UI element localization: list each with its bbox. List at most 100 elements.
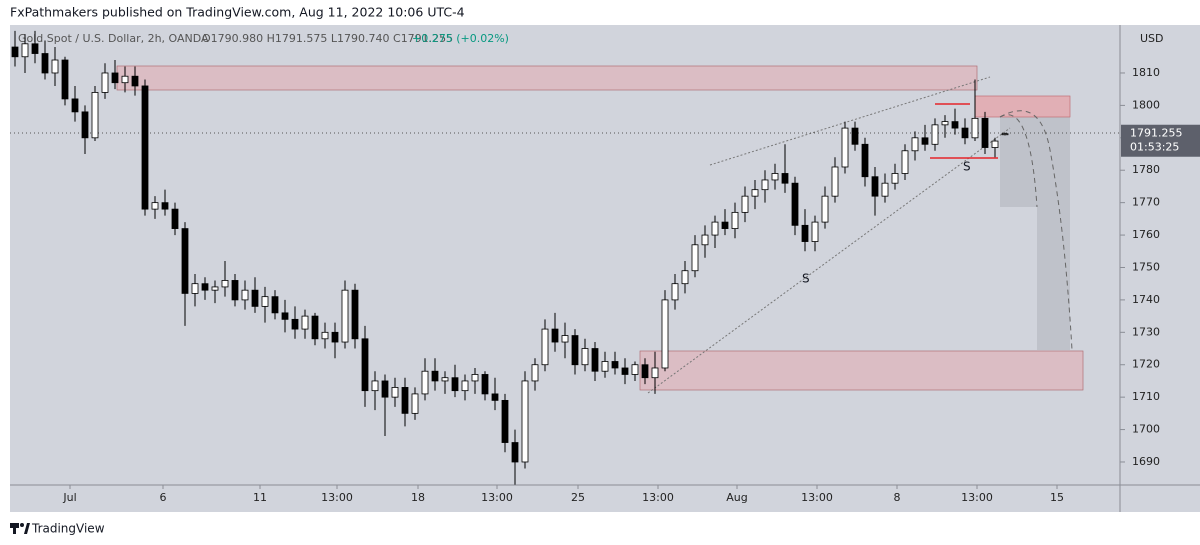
candle-body	[431, 370, 439, 382]
x-tick-label: 13:00	[961, 491, 993, 504]
projection-path	[999, 110, 1073, 351]
candle-body	[621, 367, 629, 375]
plot-area	[10, 25, 1120, 485]
candle-body	[101, 72, 109, 93]
logo	[10, 523, 30, 534]
trendline	[709, 76, 991, 166]
candle-body	[591, 348, 599, 372]
candle-body	[681, 270, 689, 285]
annotation: S	[802, 272, 810, 286]
candle-body	[571, 335, 579, 366]
candle-body	[701, 234, 709, 246]
candle-body	[821, 195, 829, 223]
candle-body	[381, 380, 389, 398]
candle-body	[771, 173, 779, 181]
candle-body	[181, 228, 189, 294]
currency: USD	[1140, 32, 1164, 45]
candle-body	[941, 121, 949, 126]
symbol: Gold Spot / U.S. Dollar, 2h, OANDA	[18, 32, 209, 45]
candle-body	[601, 361, 609, 372]
candle-body	[961, 127, 969, 139]
y-tick-label: 1690	[1132, 455, 1160, 468]
candle-body	[521, 380, 529, 463]
candle-body	[781, 173, 789, 184]
candle-body	[391, 387, 399, 398]
candle-body	[921, 137, 929, 145]
candle-body	[871, 176, 879, 197]
y-tick-label: 1750	[1132, 260, 1160, 273]
candle-body	[1001, 133, 1009, 136]
projection-box	[1037, 117, 1070, 350]
candle-body	[271, 296, 279, 314]
candle-body	[301, 315, 309, 330]
y-tick-label: 1780	[1132, 163, 1160, 176]
candle-body	[241, 289, 249, 301]
candle-body	[461, 380, 469, 392]
candle-body	[251, 289, 259, 307]
candle-body	[61, 59, 69, 100]
candle-body	[881, 182, 889, 197]
candle-body	[71, 98, 79, 113]
candle-body	[651, 367, 659, 379]
candle-body	[451, 377, 459, 392]
x-tick-label: 13:00	[801, 491, 833, 504]
x-tick-label: 15	[1050, 491, 1064, 504]
candle-body	[911, 137, 919, 152]
y-tick-label: 1810	[1132, 66, 1160, 79]
candle-body	[31, 43, 39, 54]
candle-body	[661, 299, 669, 369]
candle-body	[21, 43, 29, 58]
candle-body	[311, 315, 319, 340]
candle-body	[11, 46, 19, 58]
footer: TradingView	[31, 522, 105, 536]
candle-body	[791, 182, 799, 226]
candle-body	[131, 75, 139, 87]
candle-body	[721, 221, 729, 229]
y-tick-label: 1770	[1132, 196, 1160, 209]
candle-body	[611, 361, 619, 369]
candle-body	[401, 387, 409, 414]
annotation: S	[963, 160, 971, 174]
candle-body	[531, 364, 539, 382]
x-tick-label: 11	[253, 491, 267, 504]
x-tick-label: Jul	[62, 491, 76, 504]
candle-body	[121, 75, 129, 84]
candle-body	[851, 127, 859, 145]
candle-body	[261, 296, 269, 307]
x-tick-label: Aug	[726, 491, 747, 504]
zone	[974, 95, 1071, 118]
candle-body	[951, 121, 959, 129]
candle-body	[91, 92, 99, 139]
candle-body	[141, 85, 149, 210]
candle-body	[891, 173, 899, 184]
candle-body	[321, 331, 329, 340]
candle-body	[711, 221, 719, 236]
candle-body	[51, 59, 59, 74]
candle-body	[501, 399, 509, 443]
candle-body	[111, 72, 119, 84]
y-tick-label: 1700	[1132, 423, 1160, 436]
candle-body	[931, 124, 939, 145]
candle-body	[751, 189, 759, 197]
y-tick-label: 1730	[1132, 325, 1160, 338]
zone	[116, 65, 978, 91]
candle-body	[351, 289, 359, 340]
candle-body	[41, 53, 49, 74]
zone	[639, 350, 1084, 391]
candle-body	[221, 280, 229, 288]
candle-body	[231, 280, 239, 301]
candle-body	[861, 143, 869, 178]
candle-body	[151, 202, 159, 210]
candle-body	[371, 380, 379, 392]
candle-body	[991, 140, 999, 148]
x-tick-label: 6	[160, 491, 167, 504]
candle-body	[731, 211, 739, 229]
header: FxPathmakers published on TradingView.co…	[10, 5, 465, 20]
candle-body	[841, 127, 849, 168]
candle-body	[211, 286, 219, 291]
candle-body	[201, 283, 209, 291]
x-tick-label: 13:00	[321, 491, 353, 504]
price-tag	[1121, 124, 1200, 157]
